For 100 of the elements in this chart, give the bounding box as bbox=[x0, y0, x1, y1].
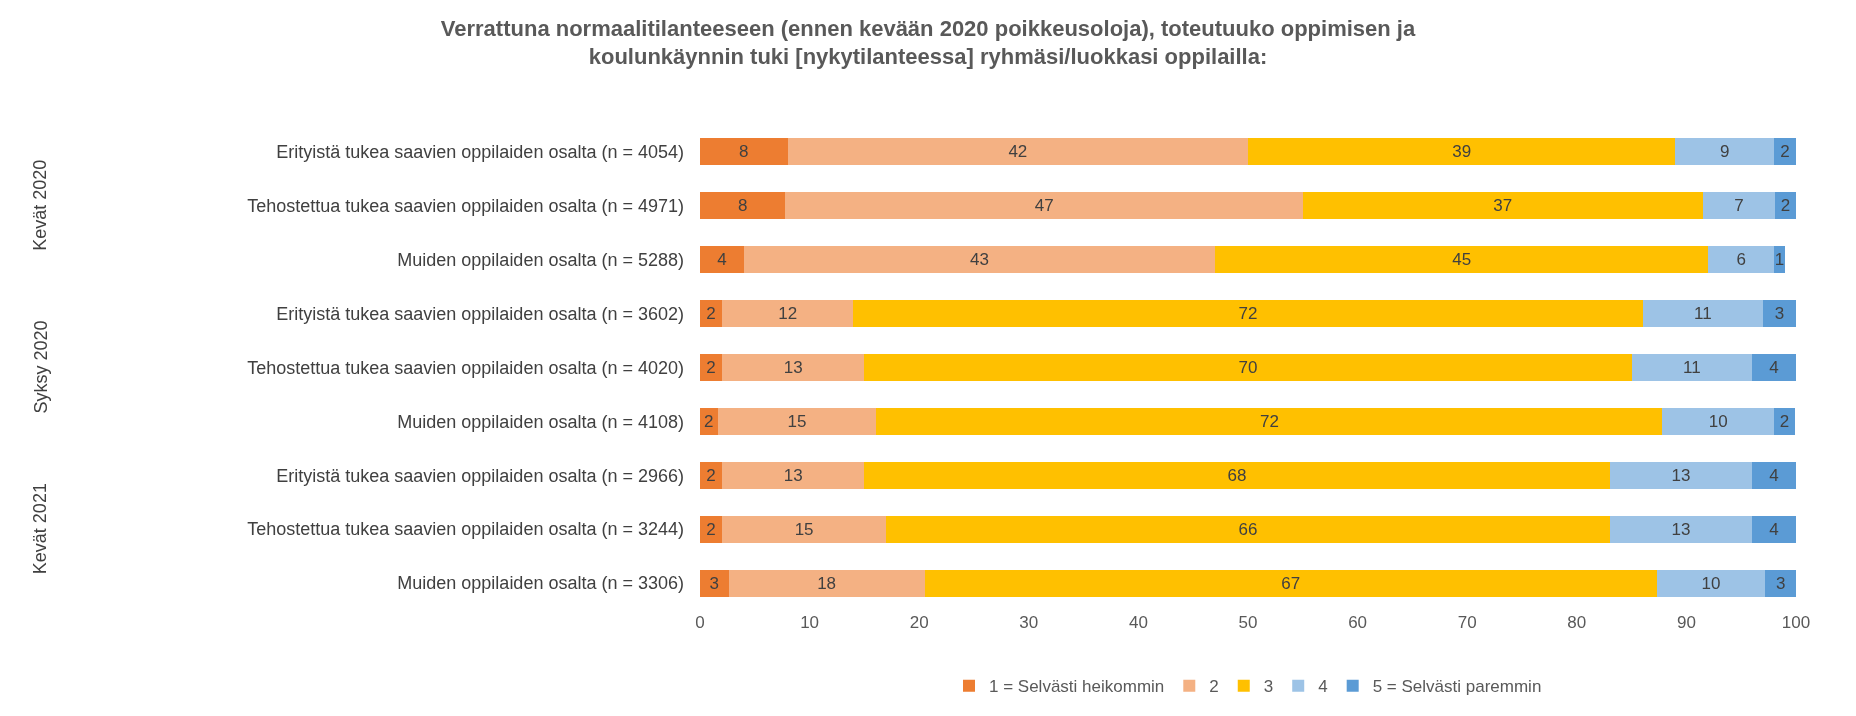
data-label: 15 bbox=[794, 519, 814, 539]
bar bbox=[700, 138, 788, 166]
bar bbox=[1752, 515, 1796, 543]
y-tick-label: Muiden oppilaiden osalta (n = 3306) bbox=[397, 573, 699, 594]
y-tick-label: Muiden oppilaiden osalta (n = 4108) bbox=[397, 411, 699, 432]
legend-label: 3 bbox=[1263, 677, 1274, 697]
data-label: 4 bbox=[717, 250, 727, 270]
data-label: 18 bbox=[817, 573, 837, 593]
data-label: 4 bbox=[1769, 465, 1779, 485]
bar bbox=[721, 461, 865, 489]
data-label: 8 bbox=[739, 142, 749, 162]
data-label: 42 bbox=[1008, 142, 1028, 162]
data-label: 2 bbox=[704, 411, 714, 431]
bar bbox=[1656, 569, 1766, 597]
data-label: 8 bbox=[738, 196, 748, 216]
legend-label: 5 = Selvästi paremmin bbox=[1372, 677, 1542, 697]
bar bbox=[1702, 192, 1776, 220]
data-label: 68 bbox=[1227, 465, 1247, 485]
bar bbox=[1708, 246, 1775, 274]
x-tick-label: 100 bbox=[1781, 613, 1811, 632]
text: Syksy 2020 bbox=[30, 320, 51, 414]
data-label: 72 bbox=[1259, 411, 1279, 431]
data-label: 13 bbox=[783, 465, 803, 485]
x-tick-label: 60 bbox=[1348, 613, 1368, 632]
x-tick-label: 30 bbox=[1019, 613, 1039, 632]
bar bbox=[1248, 138, 1676, 166]
bar bbox=[1642, 300, 1764, 328]
bar bbox=[721, 300, 854, 328]
bar bbox=[864, 354, 1632, 381]
data-label: 70 bbox=[1238, 358, 1258, 377]
text: Kevät 2021 bbox=[29, 483, 50, 575]
data-label: 15 bbox=[787, 411, 807, 431]
bar bbox=[743, 246, 1216, 274]
bar bbox=[700, 569, 729, 597]
x-tick-label: 50 bbox=[1238, 613, 1258, 632]
data-label: 6 bbox=[1736, 250, 1746, 270]
x-tick-label: 0 bbox=[695, 613, 705, 632]
bar bbox=[700, 192, 786, 220]
data-label: 43 bbox=[970, 250, 989, 270]
bar bbox=[924, 569, 1657, 597]
data-label: 45 bbox=[1452, 250, 1472, 270]
data-label: 2 bbox=[1780, 142, 1790, 162]
data-label: 2 bbox=[706, 304, 716, 324]
data-label: 10 bbox=[1701, 573, 1721, 593]
data-label: 72 bbox=[1238, 304, 1258, 324]
bar bbox=[1662, 407, 1775, 435]
legend-label: 2 bbox=[1209, 677, 1219, 697]
bar bbox=[1752, 461, 1796, 489]
legend-label: 4 bbox=[1318, 677, 1328, 697]
x-tick-label: 40 bbox=[1128, 613, 1148, 632]
y-tick-label: Muiden oppilaiden osalta (n = 5288) bbox=[397, 250, 699, 271]
data-label: 3 bbox=[1774, 304, 1785, 324]
bar bbox=[721, 354, 865, 381]
data-label: 7 bbox=[1734, 196, 1744, 216]
data-label: 4 bbox=[1769, 358, 1779, 377]
bar bbox=[717, 407, 877, 435]
bar bbox=[876, 407, 1663, 435]
data-label: 2 bbox=[706, 358, 716, 377]
data-label: 11 bbox=[1694, 304, 1712, 324]
bar bbox=[1763, 300, 1796, 328]
chart-title: Verrattuna normaalitilanteeseen (ennen kevään 2020 poikkeusoloja), toteutuuko oppimisen ja koulunkäynnin tuki [nykytilanteessa] ryhmäsi/luokkasi oppilailla: bbox=[440, 15, 1416, 70]
data-label: 4 bbox=[1769, 519, 1779, 539]
y-tick-label: Erityistä tukea saavien oppilaiden osalta (n = 3602) bbox=[276, 303, 699, 324]
bar bbox=[785, 192, 1303, 220]
data-label: 13 bbox=[1671, 465, 1691, 485]
bar bbox=[700, 515, 722, 543]
data-label: 3 bbox=[709, 573, 719, 593]
x-tick-label: 80 bbox=[1567, 613, 1587, 632]
bar bbox=[864, 461, 1610, 489]
x-tick-label: 70 bbox=[1457, 613, 1477, 632]
bar bbox=[728, 569, 925, 597]
bar bbox=[700, 354, 722, 381]
data-label: 13 bbox=[783, 358, 803, 377]
data-label: 47 bbox=[1034, 196, 1054, 216]
data-label: 2 bbox=[706, 519, 716, 539]
bar bbox=[721, 515, 887, 543]
y-tick-label: Erityistä tukea saavien oppilaiden osalta (n = 4054) bbox=[276, 142, 699, 163]
bar bbox=[853, 300, 1643, 328]
data-label: 66 bbox=[1238, 519, 1258, 539]
bar bbox=[1631, 354, 1753, 381]
data-label: 3 bbox=[1775, 573, 1786, 593]
bar bbox=[787, 138, 1248, 166]
data-label: 11 bbox=[1683, 358, 1701, 377]
data-label: 2 bbox=[1779, 411, 1790, 431]
bar bbox=[700, 461, 722, 489]
bar bbox=[1774, 138, 1796, 166]
x-tick-label: 10 bbox=[800, 613, 820, 632]
bar bbox=[1609, 515, 1753, 543]
data-label: 2 bbox=[706, 465, 716, 485]
data-label: 13 bbox=[1671, 519, 1691, 539]
data-label: 9 bbox=[1720, 142, 1730, 162]
data-label: 37 bbox=[1493, 196, 1513, 216]
bar bbox=[1765, 569, 1796, 597]
bar bbox=[700, 246, 744, 274]
y-tick-label: Erityistä tukea saavien oppilaiden osalta (n = 2966) bbox=[276, 465, 699, 486]
data-label: 67 bbox=[1281, 573, 1301, 593]
bar bbox=[886, 515, 1610, 543]
y-tick-label: Tehostettua tukea saavien oppilaiden osalta (n = 3244) bbox=[247, 519, 699, 540]
x-tick-label: 90 bbox=[1676, 613, 1696, 632]
y-tick-label: Tehostettua tukea saavien oppilaiden osalta (n = 4971) bbox=[247, 196, 699, 217]
